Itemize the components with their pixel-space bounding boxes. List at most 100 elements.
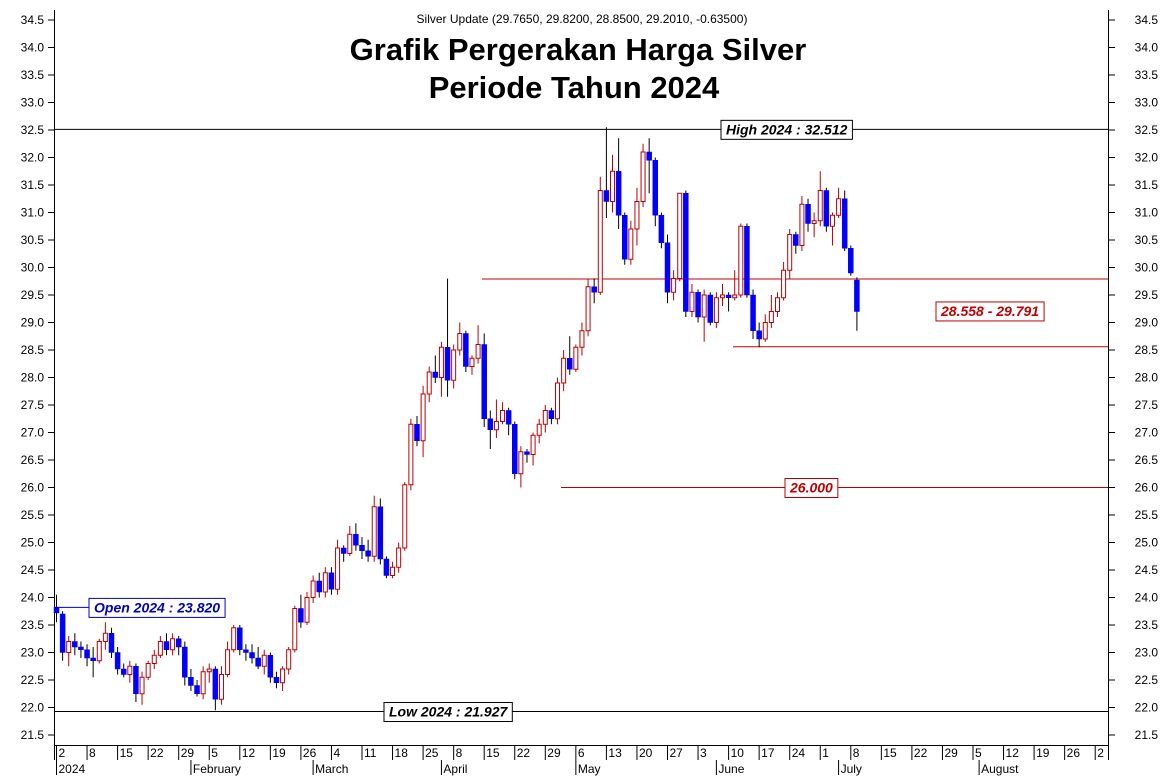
candle-body-up	[518, 451, 524, 475]
candle-body-up	[408, 423, 414, 486]
y-tick-label-right: 32.0	[1135, 151, 1159, 165]
candle-body-down	[744, 226, 750, 296]
candle	[133, 663, 139, 702]
candle-body-up	[371, 506, 377, 557]
candle	[151, 649, 157, 669]
y-tick-label-left: 23.5	[21, 618, 45, 632]
candle-body-up	[677, 192, 683, 279]
candle-body-down	[756, 330, 762, 340]
candle	[823, 187, 830, 232]
y-tick-label-right: 27.5	[1135, 398, 1159, 412]
candle-body-up	[66, 641, 72, 653]
candle	[402, 482, 408, 551]
x-month-label: April	[443, 762, 467, 776]
candle	[744, 223, 750, 298]
candle-body-up	[451, 349, 457, 381]
candle	[603, 127, 610, 218]
candle	[854, 277, 860, 331]
y-tick-label-right: 21.5	[1135, 728, 1159, 742]
candle	[170, 633, 176, 656]
candle-body-down	[841, 198, 848, 249]
candle-body-down	[249, 652, 255, 659]
high-annotation: High 2024 : 32.512	[720, 119, 853, 140]
candle	[280, 666, 286, 691]
x-day-label: 26	[303, 746, 317, 760]
candle	[750, 289, 756, 339]
candle	[78, 641, 84, 658]
y-tick-label-right: 29.5	[1135, 288, 1159, 302]
candle	[96, 638, 102, 664]
candle	[469, 355, 475, 375]
candle-body-up	[170, 638, 176, 651]
candle	[451, 344, 457, 389]
candle	[555, 377, 561, 425]
x-day-label: 22	[517, 746, 531, 760]
y-tick-label-right: 34.5	[1135, 13, 1159, 27]
x-day-label: 19	[272, 746, 286, 760]
candle	[457, 322, 463, 356]
y-tick-label-left: 34.0	[21, 41, 45, 55]
candle-body-up	[218, 674, 224, 700]
open-annotation: Open 2024 : 23.820	[88, 597, 226, 618]
candle	[829, 212, 835, 246]
x-day-label: 29	[181, 746, 195, 760]
candle	[353, 523, 359, 551]
candle	[84, 644, 90, 667]
candle-body-down	[120, 668, 127, 675]
candle-body-up	[335, 547, 341, 590]
candle-body-down	[59, 613, 66, 653]
candle-body-down	[750, 294, 756, 331]
candle	[163, 633, 170, 656]
candle	[756, 322, 762, 348]
candle	[689, 284, 695, 317]
candle-body-down	[615, 171, 622, 216]
candle	[683, 190, 689, 317]
candle	[347, 526, 353, 557]
candle-body-up	[200, 671, 206, 695]
candle-body-down	[793, 234, 799, 246]
x-day-label: 2	[1097, 746, 1104, 760]
candle	[841, 190, 848, 251]
x-day-label: 17	[761, 746, 775, 760]
candle-body-up	[573, 346, 579, 370]
candle	[127, 660, 133, 683]
candle	[695, 289, 701, 323]
candle-body-up	[96, 641, 102, 662]
candle-body-up	[426, 371, 432, 395]
x-day-label: 20	[639, 746, 653, 760]
y-tick-label-left: 26.5	[21, 453, 45, 467]
y-tick-label-right: 23.0	[1135, 646, 1159, 660]
x-day-label: 1	[822, 746, 829, 760]
candle	[359, 537, 365, 559]
candle	[793, 231, 799, 254]
candle	[481, 333, 487, 427]
candle-body-up	[799, 203, 805, 246]
candle-body-up	[206, 668, 212, 673]
candle-body-down	[725, 294, 732, 298]
x-day-label: 2	[59, 746, 66, 760]
level-26-annotation: 26.000	[784, 478, 839, 498]
candle	[725, 292, 732, 312]
candle	[298, 594, 304, 628]
y-tick-label-left: 28.0	[21, 371, 45, 385]
candle-body-up	[597, 190, 603, 293]
y-tick-label-left: 24.0	[21, 591, 45, 605]
candle	[237, 625, 243, 656]
candle	[292, 605, 298, 653]
candle	[139, 671, 145, 705]
candle-body-down	[377, 506, 384, 560]
candle-body-up	[768, 311, 774, 323]
y-tick-label-left: 25.5	[21, 508, 45, 522]
candle	[175, 636, 182, 656]
candle-body-up	[127, 665, 133, 675]
candle-body-down	[188, 677, 194, 686]
candle-body-up	[555, 382, 561, 420]
candle	[444, 278, 451, 397]
y-tick-label-left: 27.0	[21, 426, 45, 440]
candle-body-up	[292, 608, 298, 651]
candle	[310, 575, 316, 603]
y-tick-label-left: 33.0	[21, 96, 45, 110]
y-tick-label-left: 24.5	[21, 563, 45, 577]
candle	[664, 234, 671, 304]
